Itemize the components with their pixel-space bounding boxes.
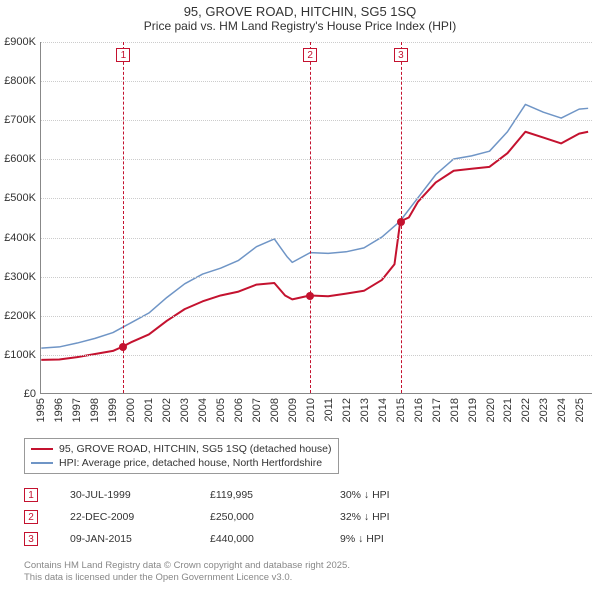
y-axis-label: £600K [4, 153, 36, 165]
footer-line-1: Contains HM Land Registry data © Crown c… [24, 560, 350, 572]
sale-marker [306, 292, 314, 300]
sale-diff: 9% ↓ HPI [340, 533, 384, 545]
y-axis-label: £100K [4, 349, 36, 361]
x-axis-label: 2009 [287, 398, 299, 422]
callout-line [310, 42, 311, 393]
sale-date: 30-JUL-1999 [70, 489, 210, 501]
sale-date: 09-JAN-2015 [70, 533, 210, 545]
x-axis-label: 2020 [485, 398, 497, 422]
x-axis-label: 2015 [395, 398, 407, 422]
x-axis-label: 2005 [215, 398, 227, 422]
footer-line-2: This data is licensed under the Open Gov… [24, 572, 350, 584]
table-row: 1 30-JUL-1999 £119,995 30% ↓ HPI [24, 484, 584, 506]
sale-marker [397, 218, 405, 226]
sale-index: 1 [24, 488, 38, 502]
sale-price: £250,000 [210, 511, 340, 523]
x-axis-label: 1997 [71, 398, 83, 422]
sales-table: 1 30-JUL-1999 £119,995 30% ↓ HPI 2 22-DE… [24, 484, 584, 550]
x-axis-label: 2024 [556, 398, 568, 422]
x-axis-label: 2017 [431, 398, 443, 422]
y-axis-label: £900K [4, 36, 36, 48]
title-line-2: Price paid vs. HM Land Registry's House … [0, 19, 600, 33]
y-axis-label: £800K [4, 75, 36, 87]
x-axis-label: 1998 [89, 398, 101, 422]
legend-box: 95, GROVE ROAD, HITCHIN, SG5 1SQ (detach… [24, 438, 339, 474]
y-axis-label: £400K [4, 232, 36, 244]
x-axis-label: 2002 [161, 398, 173, 422]
chart-title: 95, GROVE ROAD, HITCHIN, SG5 1SQ Price p… [0, 0, 600, 35]
table-row: 2 22-DEC-2009 £250,000 32% ↓ HPI [24, 506, 584, 528]
x-axis-label: 2023 [538, 398, 550, 422]
y-axis-label: £700K [4, 114, 36, 126]
x-axis-label: 2001 [143, 398, 155, 422]
legend-item-price-paid: 95, GROVE ROAD, HITCHIN, SG5 1SQ (detach… [31, 442, 332, 456]
legend-label: 95, GROVE ROAD, HITCHIN, SG5 1SQ (detach… [59, 442, 332, 456]
footer-attribution: Contains HM Land Registry data © Crown c… [24, 560, 350, 584]
sale-marker [119, 343, 127, 351]
sale-diff: 30% ↓ HPI [340, 489, 390, 501]
x-axis-label: 2018 [449, 398, 461, 422]
x-axis-label: 2019 [467, 398, 479, 422]
x-axis-label: 2022 [520, 398, 532, 422]
x-axis-label: 2003 [179, 398, 191, 422]
x-axis-label: 2000 [125, 398, 137, 422]
x-axis-label: 2021 [502, 398, 514, 422]
callout-box: 3 [394, 48, 408, 62]
sale-diff: 32% ↓ HPI [340, 511, 390, 523]
x-axis-label: 1996 [53, 398, 65, 422]
x-axis-label: 2012 [341, 398, 353, 422]
sale-price: £119,995 [210, 489, 340, 501]
x-axis-label: 1999 [107, 398, 119, 422]
x-axis-label: 2014 [377, 398, 389, 422]
x-axis-label: 2004 [197, 398, 209, 422]
sale-index: 2 [24, 510, 38, 524]
callout-line [123, 42, 124, 393]
x-axis-label: 2010 [305, 398, 317, 422]
x-axis-label: 2025 [574, 398, 586, 422]
title-line-1: 95, GROVE ROAD, HITCHIN, SG5 1SQ [0, 4, 600, 19]
callout-box: 1 [116, 48, 130, 62]
x-axis-label: 2011 [323, 398, 335, 422]
x-axis-label: 2006 [233, 398, 245, 422]
y-axis-label: £200K [4, 310, 36, 322]
legend-swatch [31, 462, 53, 464]
chart-plot-area: £0£100K£200K£300K£400K£500K£600K£700K£80… [40, 42, 592, 394]
callout-box: 2 [303, 48, 317, 62]
sale-price: £440,000 [210, 533, 340, 545]
x-axis-label: 2013 [359, 398, 371, 422]
legend-swatch [31, 448, 53, 450]
x-axis-label: 1995 [35, 398, 47, 422]
sale-index: 3 [24, 532, 38, 546]
sale-date: 22-DEC-2009 [70, 511, 210, 523]
legend-item-hpi: HPI: Average price, detached house, Nort… [31, 456, 332, 470]
table-row: 3 09-JAN-2015 £440,000 9% ↓ HPI [24, 528, 584, 550]
x-axis-label: 2016 [413, 398, 425, 422]
y-axis-label: £500K [4, 192, 36, 204]
x-axis-label: 2007 [251, 398, 263, 422]
x-axis-label: 2008 [269, 398, 281, 422]
y-axis-label: £300K [4, 271, 36, 283]
legend-label: HPI: Average price, detached house, Nort… [59, 456, 322, 470]
